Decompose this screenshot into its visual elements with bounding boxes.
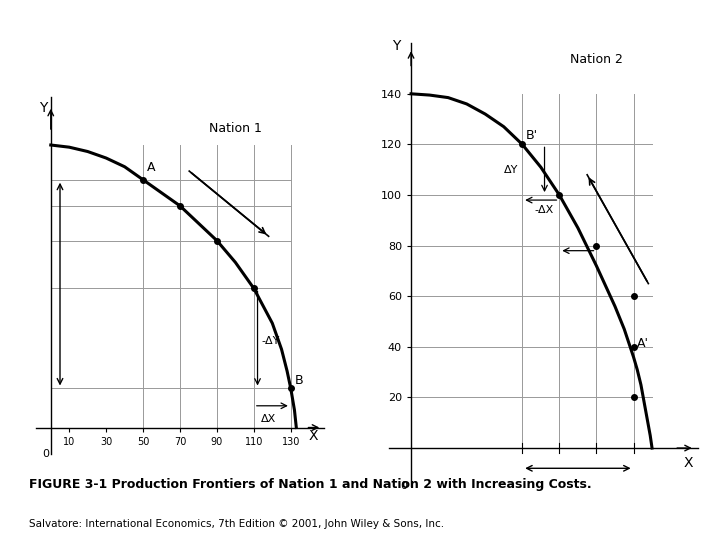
Text: 0: 0 — [42, 449, 49, 459]
Text: A': A' — [637, 337, 649, 350]
Text: -ΔX: -ΔX — [535, 205, 554, 215]
Text: B: B — [294, 374, 303, 387]
Text: Y: Y — [39, 100, 48, 114]
Text: 0: 0 — [400, 481, 408, 491]
Text: Y: Y — [392, 39, 400, 53]
Text: Nation 2: Nation 2 — [570, 53, 623, 66]
Text: A: A — [147, 161, 156, 174]
Text: ΔY: ΔY — [504, 165, 518, 175]
Text: -ΔY: -ΔY — [261, 335, 279, 346]
Text: X: X — [309, 429, 318, 443]
Text: X: X — [683, 456, 693, 470]
Text: ΔX: ΔX — [261, 415, 276, 424]
Text: Nation 1: Nation 1 — [209, 122, 262, 135]
Text: B': B' — [526, 130, 538, 143]
Text: Salvatore: International Economics, 7th Edition © 2001, John Wiley & Sons, Inc.: Salvatore: International Economics, 7th … — [29, 519, 444, 530]
Text: FIGURE 3-1 Production Frontiers of Nation 1 and Nation 2 with Increasing Costs.: FIGURE 3-1 Production Frontiers of Natio… — [29, 478, 591, 491]
